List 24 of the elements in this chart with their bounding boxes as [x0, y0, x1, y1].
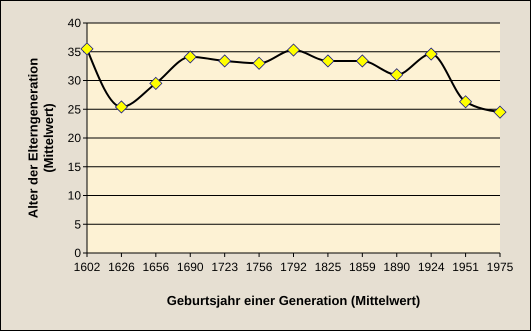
x-tick-label: 1602 [74, 260, 101, 274]
x-tick-label: 1792 [280, 260, 308, 274]
x-tick-label: 1825 [314, 260, 342, 274]
x-tick-label: 1756 [246, 260, 273, 274]
y-tick-label: 0 [74, 246, 82, 260]
y-tick-label: 40 [68, 16, 82, 30]
x-tick-label: 1859 [348, 260, 376, 274]
y-tick-label: 35 [68, 44, 82, 59]
x-tick-label: 1656 [142, 260, 170, 274]
x-tick-label: 1951 [452, 260, 480, 274]
y-axis-title: Alter der Elterngeneration (Mittelwert) [25, 58, 56, 218]
x-tick-label: 1626 [108, 260, 136, 274]
y-tick-label: 15 [68, 160, 82, 174]
y-tick-label: 5 [74, 217, 82, 232]
y-tick-label: 25 [68, 102, 82, 116]
y-tick-label: 10 [68, 188, 82, 203]
x-tick-label: 1975 [486, 260, 514, 274]
x-tick-label: 1924 [418, 260, 445, 274]
x-axis-title: Geburtsjahr einer Generation (Mittelwert) [166, 293, 420, 308]
y-tick-label: 20 [68, 131, 82, 146]
x-tick-label: 1723 [211, 260, 238, 274]
x-tick-label: 1690 [176, 260, 204, 274]
x-tick-label: 1890 [383, 260, 410, 274]
y-tick-label: 30 [68, 74, 82, 88]
